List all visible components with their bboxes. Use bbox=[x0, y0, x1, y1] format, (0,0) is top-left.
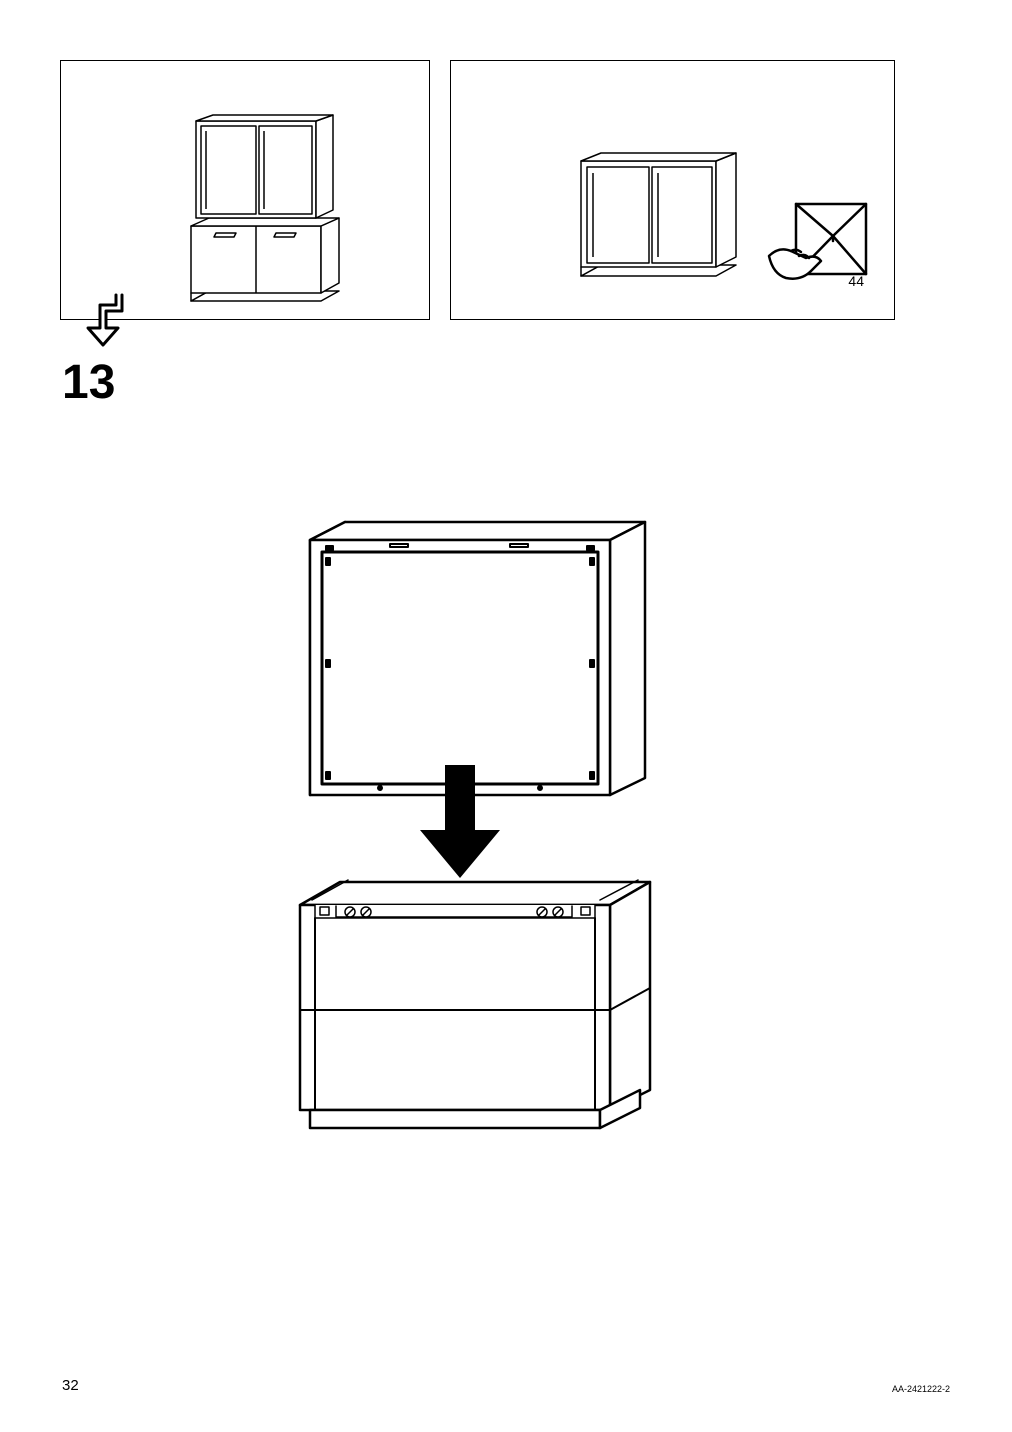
option-panel-single: 44 bbox=[450, 60, 895, 320]
stacked-cabinet-diagram bbox=[61, 61, 431, 321]
page-number: 32 bbox=[62, 1377, 79, 1394]
step-number: 13 bbox=[62, 355, 115, 410]
decision-panels-row: 44 bbox=[60, 60, 952, 320]
main-assembly-diagram bbox=[250, 510, 750, 1150]
reference-page-number: 44 bbox=[848, 273, 864, 289]
instruction-page: 44 13 bbox=[0, 0, 1012, 1432]
continue-arrow-icon bbox=[78, 290, 128, 350]
document-id: AA-2421222-2 bbox=[892, 1384, 950, 1394]
option-panel-stacked bbox=[60, 60, 430, 320]
